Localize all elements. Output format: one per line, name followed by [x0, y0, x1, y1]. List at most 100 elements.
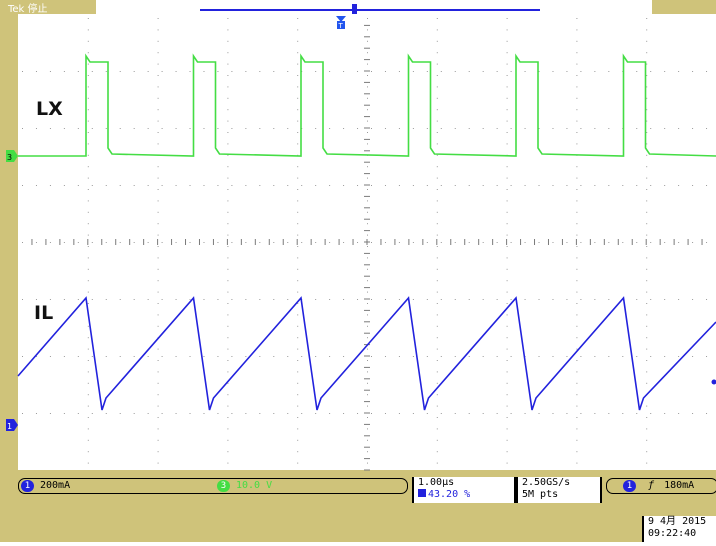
grid-dot: [566, 71, 567, 72]
grid-dot: [469, 299, 470, 300]
grid-dot: [664, 356, 665, 357]
grid-dot: [357, 242, 358, 243]
grid-dot: [245, 413, 246, 414]
grid-dot: [664, 128, 665, 129]
grid-dot: [437, 64, 438, 65]
grid-dot: [650, 242, 651, 243]
grid-dot: [120, 413, 121, 414]
grid-dot: [525, 299, 526, 300]
grid-dot: [50, 356, 51, 357]
grid-dot: [120, 242, 121, 243]
left-frame: [0, 0, 18, 470]
grid-dot: [539, 242, 540, 243]
grid-dot: [148, 413, 149, 414]
grid-dot: [507, 189, 508, 190]
grid-dot: [539, 356, 540, 357]
grid-dot: [88, 269, 89, 270]
grid-dot: [88, 200, 89, 201]
grid-dot: [88, 360, 89, 361]
grid-dot: [371, 299, 372, 300]
grid-dot: [437, 235, 438, 236]
grid-dot: [371, 242, 372, 243]
grid-dot: [88, 257, 89, 258]
grid-dot: [441, 185, 442, 186]
grid-dot: [357, 71, 358, 72]
grid-dot: [576, 406, 577, 407]
grid-dot: [203, 128, 204, 129]
grid-dot: [231, 413, 232, 414]
grid-dot: [399, 185, 400, 186]
grid-dot: [158, 383, 159, 384]
grid-dot: [437, 303, 438, 304]
grid-dot: [507, 292, 508, 293]
grid-dot: [367, 235, 368, 236]
grid-dot: [357, 185, 358, 186]
timebase-readout[interactable]: 1.00µs 43.20 %: [412, 477, 516, 503]
grid-dot: [158, 41, 159, 42]
grid-dot: [692, 128, 693, 129]
grid-dot: [646, 189, 647, 190]
grid-dot: [227, 64, 228, 65]
grid-dot: [297, 428, 298, 429]
grid-dot: [92, 413, 93, 414]
grid-dot: [483, 413, 484, 414]
grid-dot: [106, 71, 107, 72]
grid-dot: [437, 200, 438, 201]
grid-dot: [566, 356, 567, 357]
grid-dot: [158, 292, 159, 293]
grid-dot: [576, 383, 577, 384]
grid-dot: [176, 128, 177, 129]
grid-dot: [507, 223, 508, 224]
grid-dot: [297, 166, 298, 167]
grid-dot: [297, 360, 298, 361]
grid-dot: [427, 413, 428, 414]
grid-dot: [158, 451, 159, 452]
grid-dot: [385, 185, 386, 186]
grid-dot: [190, 413, 191, 414]
grid-dot: [88, 86, 89, 87]
grid-dot: [158, 428, 159, 429]
grid-dot: [646, 451, 647, 452]
grid-dot: [134, 299, 135, 300]
grid-dot: [636, 71, 637, 72]
grid-dot: [297, 314, 298, 315]
grid-dot: [413, 71, 414, 72]
grid-dot: [469, 128, 470, 129]
grid-dot: [646, 29, 647, 30]
grid-dot: [552, 356, 553, 357]
grid-dot: [441, 413, 442, 414]
grid-dot: [367, 212, 368, 213]
grid-dot: [203, 356, 204, 357]
ch1-badge: 1: [21, 480, 34, 492]
grid-dot: [385, 413, 386, 414]
grid-dot: [507, 371, 508, 372]
grid-dot: [427, 128, 428, 129]
grid-dot: [552, 128, 553, 129]
grid-dot: [646, 257, 647, 258]
grid-dot: [576, 109, 577, 110]
grid-dot: [158, 440, 159, 441]
grid-dot: [227, 428, 228, 429]
grid-dot: [385, 242, 386, 243]
grid-dot: [134, 185, 135, 186]
acquisition-readout[interactable]: 2.50GS/s 5M pts: [516, 477, 602, 503]
grid-dot: [367, 75, 368, 76]
grid-dot: [441, 128, 442, 129]
grid-dot: [437, 52, 438, 53]
grid-dot: [552, 299, 553, 300]
grid-dot: [367, 109, 368, 110]
grid-dot: [36, 71, 37, 72]
grid-dot: [367, 166, 368, 167]
grid-dot: [576, 121, 577, 122]
grid-dot: [297, 269, 298, 270]
grid-dot: [437, 394, 438, 395]
grid-dot: [22, 242, 23, 243]
grid-dot: [367, 326, 368, 327]
grid-dot: [297, 257, 298, 258]
grid-dot: [78, 413, 79, 414]
grid-dot: [706, 356, 707, 357]
grid-dot: [580, 128, 581, 129]
grid-dot: [297, 132, 298, 133]
